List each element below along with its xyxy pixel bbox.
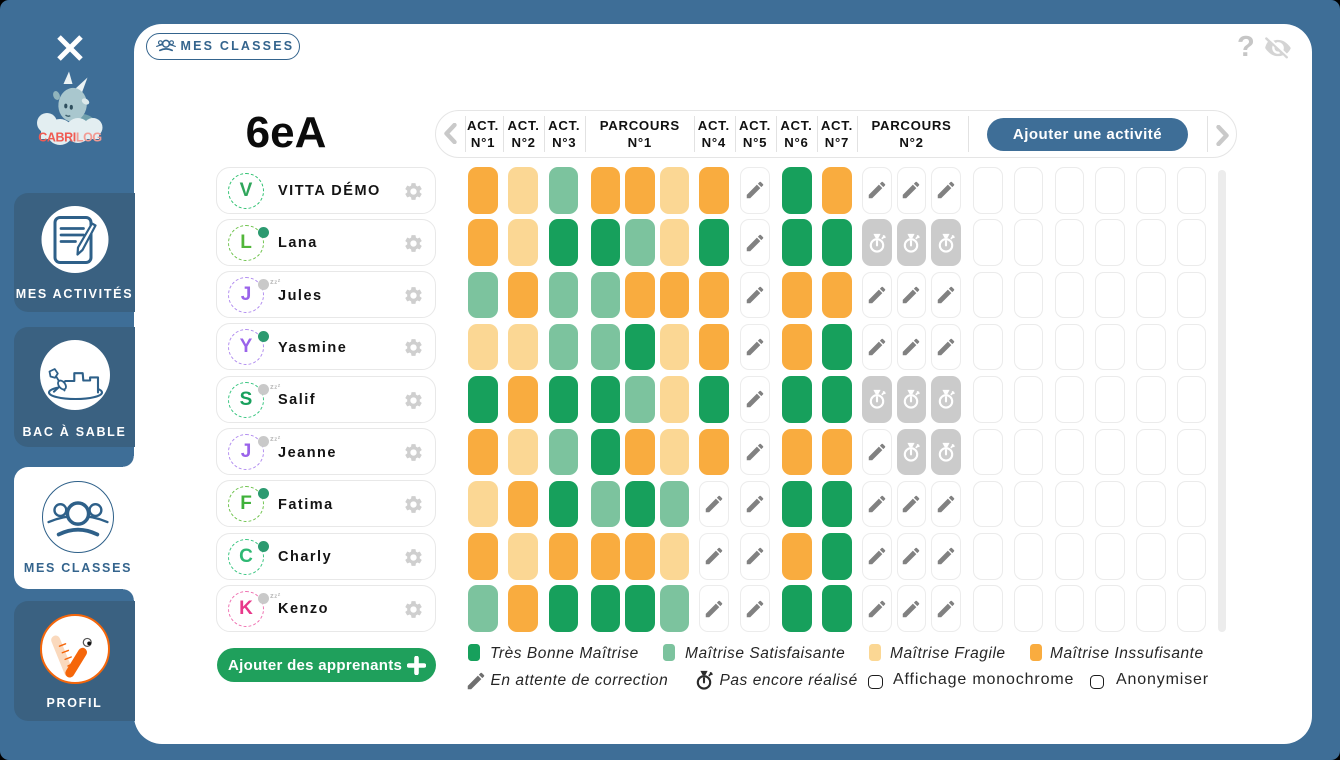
svg-text:CABRILOG: CABRILOG bbox=[38, 131, 101, 145]
